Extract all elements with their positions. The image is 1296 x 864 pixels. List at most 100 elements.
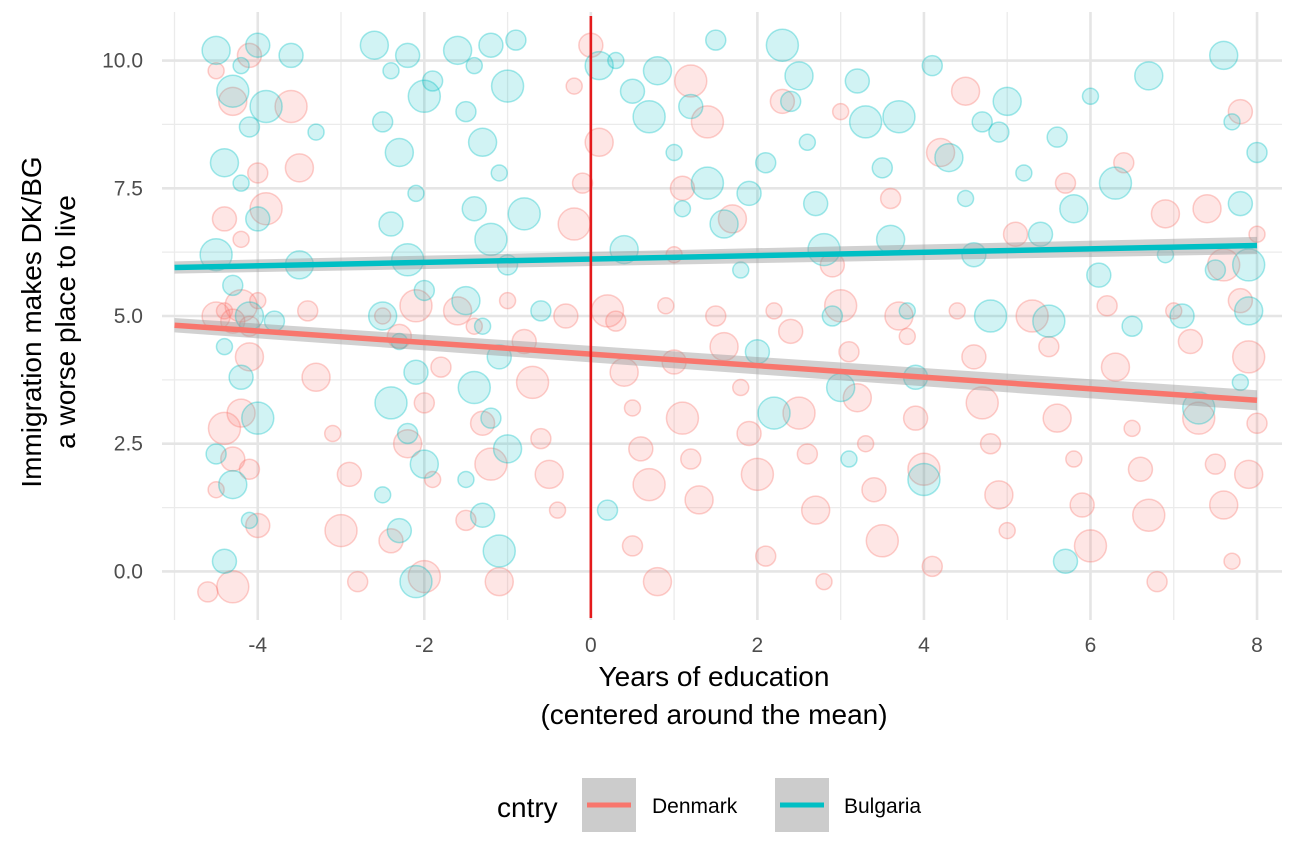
point-bulgaria [1223,113,1241,131]
x-tick-label: -2 [415,634,434,657]
point-denmark [680,448,702,470]
point-denmark [1248,225,1266,244]
point-denmark [961,344,987,370]
point-bulgaria [907,462,941,497]
point-denmark [665,401,700,435]
point-denmark [1123,419,1141,438]
point-bulgaria [211,548,238,574]
point-bulgaria [467,127,498,158]
fit-lines [174,242,1258,404]
point-denmark [378,528,404,554]
point-bulgaria [473,317,492,335]
point-bulgaria [1027,221,1054,248]
y-axis-ticks: 0.0 2.5 5.0 7.5 10.0 [102,50,143,584]
point-denmark [218,86,248,117]
fit-line-bulgaria [174,242,1258,271]
point-denmark [296,300,319,322]
point-bulgaria [973,299,1008,333]
point-bulgaria [278,42,304,69]
point-denmark [838,341,860,363]
point-denmark [902,405,929,431]
point-bulgaria [765,28,800,62]
x-axis-ticks: -4 -2 0 2 4 6 8 [248,634,1262,657]
point-bulgaria [678,93,704,120]
point-denmark [1233,459,1264,490]
point-denmark [642,566,673,597]
point-bulgaria [1121,315,1143,337]
point-bulgaria [1169,303,1195,329]
point-bulgaria [249,89,283,124]
point-bulgaria [619,78,646,104]
point-denmark [207,480,225,499]
point-bulgaria [421,70,444,92]
point-denmark [898,327,917,346]
point-bulgaria [451,285,481,316]
point-denmark [632,467,666,502]
point-bulgaria [394,42,421,69]
point-denmark [657,297,675,315]
point-denmark [1208,490,1239,520]
x-axis-title-line1: Years of education [599,661,830,692]
point-bulgaria [1227,190,1254,217]
point-bulgaria [956,189,975,208]
point-denmark [1073,529,1108,563]
point-denmark [224,289,258,323]
point-denmark [717,204,748,234]
point-bulgaria [705,29,727,51]
point-bulgaria [607,51,625,70]
point-denmark [220,446,246,472]
point-bulgaria [382,62,400,80]
point-bulgaria [784,61,814,91]
point-denmark [796,443,819,465]
point-denmark [1177,328,1204,355]
point-bulgaria [665,143,683,162]
point-denmark [249,291,267,310]
point-bulgaria [1059,193,1089,224]
point-denmark [684,485,714,515]
point-bulgaria [1052,548,1079,574]
point-bulgaria [1134,61,1164,91]
point-denmark [1065,450,1083,468]
point-denmark [1227,98,1254,125]
point-bulgaria [367,301,398,331]
point-bulgaria [413,279,436,302]
y-axis-title-line1: Immigration makes DK/BG [16,156,47,487]
point-denmark [921,555,944,578]
point-denmark [984,480,1014,510]
point-denmark [1181,401,1216,435]
point-bulgaria [1086,262,1112,288]
point-denmark [777,318,804,345]
point-denmark [1227,287,1254,314]
point-denmark [548,501,567,519]
fit-line-denmark [174,322,1258,404]
point-bulgaria [596,499,619,521]
point-bulgaria [731,261,750,279]
point-denmark [765,302,783,320]
point-denmark [1096,295,1118,317]
point-denmark [207,62,225,80]
point-denmark [1192,193,1222,224]
point-denmark [430,356,452,378]
point-bulgaria [882,99,916,134]
x-tick-label: 6 [1085,634,1097,657]
point-bulgaria [490,69,525,103]
point-bulgaria [1246,141,1268,164]
point-denmark [628,436,654,462]
point-denmark [455,509,477,532]
point-bulgaria [807,232,841,267]
point-denmark [831,102,850,121]
point-bulgaria [971,111,993,133]
point-denmark [1015,299,1049,333]
point-bulgaria [384,137,415,168]
point-bulgaria [457,370,492,405]
point-bulgaria [478,32,504,58]
point-bulgaria [709,209,739,239]
point-denmark [1127,456,1154,483]
point-bulgaria [218,469,248,500]
point-bulgaria [469,502,496,529]
point-bulgaria [240,511,259,530]
point-bulgaria [232,56,250,75]
point-denmark [1204,453,1227,475]
point-denmark [373,307,392,325]
y-tick-label: 0.0 [114,560,143,583]
